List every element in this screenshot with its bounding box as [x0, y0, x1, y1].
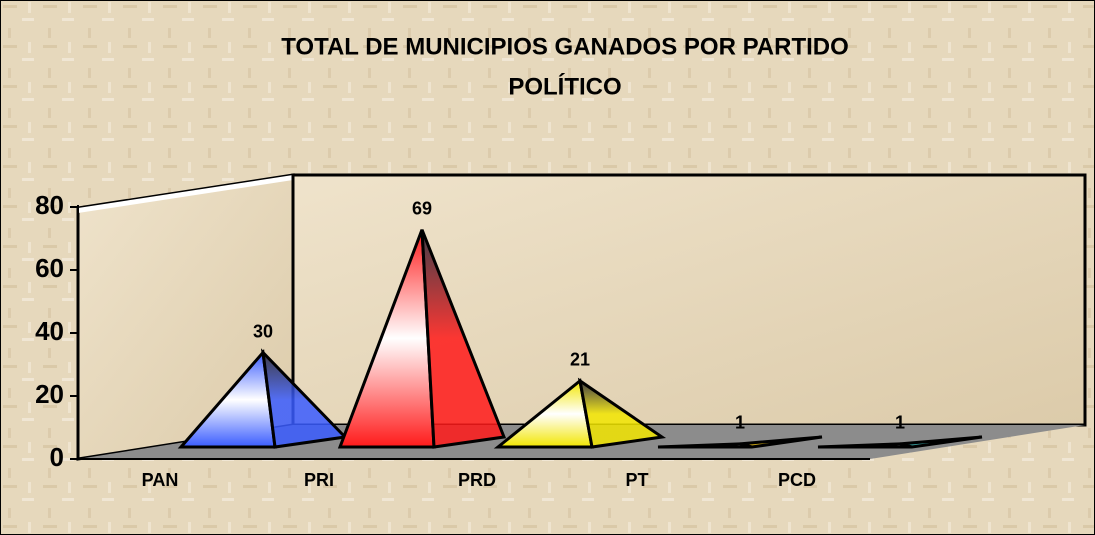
y-tick-label: 80 [35, 190, 64, 220]
y-tick-label: 40 [35, 316, 64, 346]
pyramid-side [577, 377, 667, 449]
x-tick-label: PRI [304, 470, 334, 490]
data-label: 21 [570, 350, 590, 370]
pyramid-side [420, 229, 507, 449]
chart-title: TOTAL DE MUNICIPIOS GANADOS POR PARTIDO [281, 33, 849, 60]
x-tick-label: PAN [142, 470, 179, 490]
x-tick-label: PCD [778, 470, 816, 490]
pyramid-side [739, 435, 823, 449]
y-tick-label: 60 [35, 253, 64, 283]
x-tick-label: PT [625, 470, 648, 490]
pyramid-side [899, 435, 983, 449]
data-label: 69 [412, 198, 432, 218]
x-tick-label: PRD [458, 470, 496, 490]
wall-top [78, 175, 293, 213]
data-label: 30 [253, 321, 273, 341]
data-label: 1 [735, 413, 745, 433]
y-tick-label: 20 [35, 379, 64, 409]
chart-subtitle: POLÍTICO [508, 72, 621, 100]
y-tick-label: 0 [50, 442, 64, 472]
data-label: 1 [895, 413, 905, 433]
pyramid-side [260, 348, 349, 449]
